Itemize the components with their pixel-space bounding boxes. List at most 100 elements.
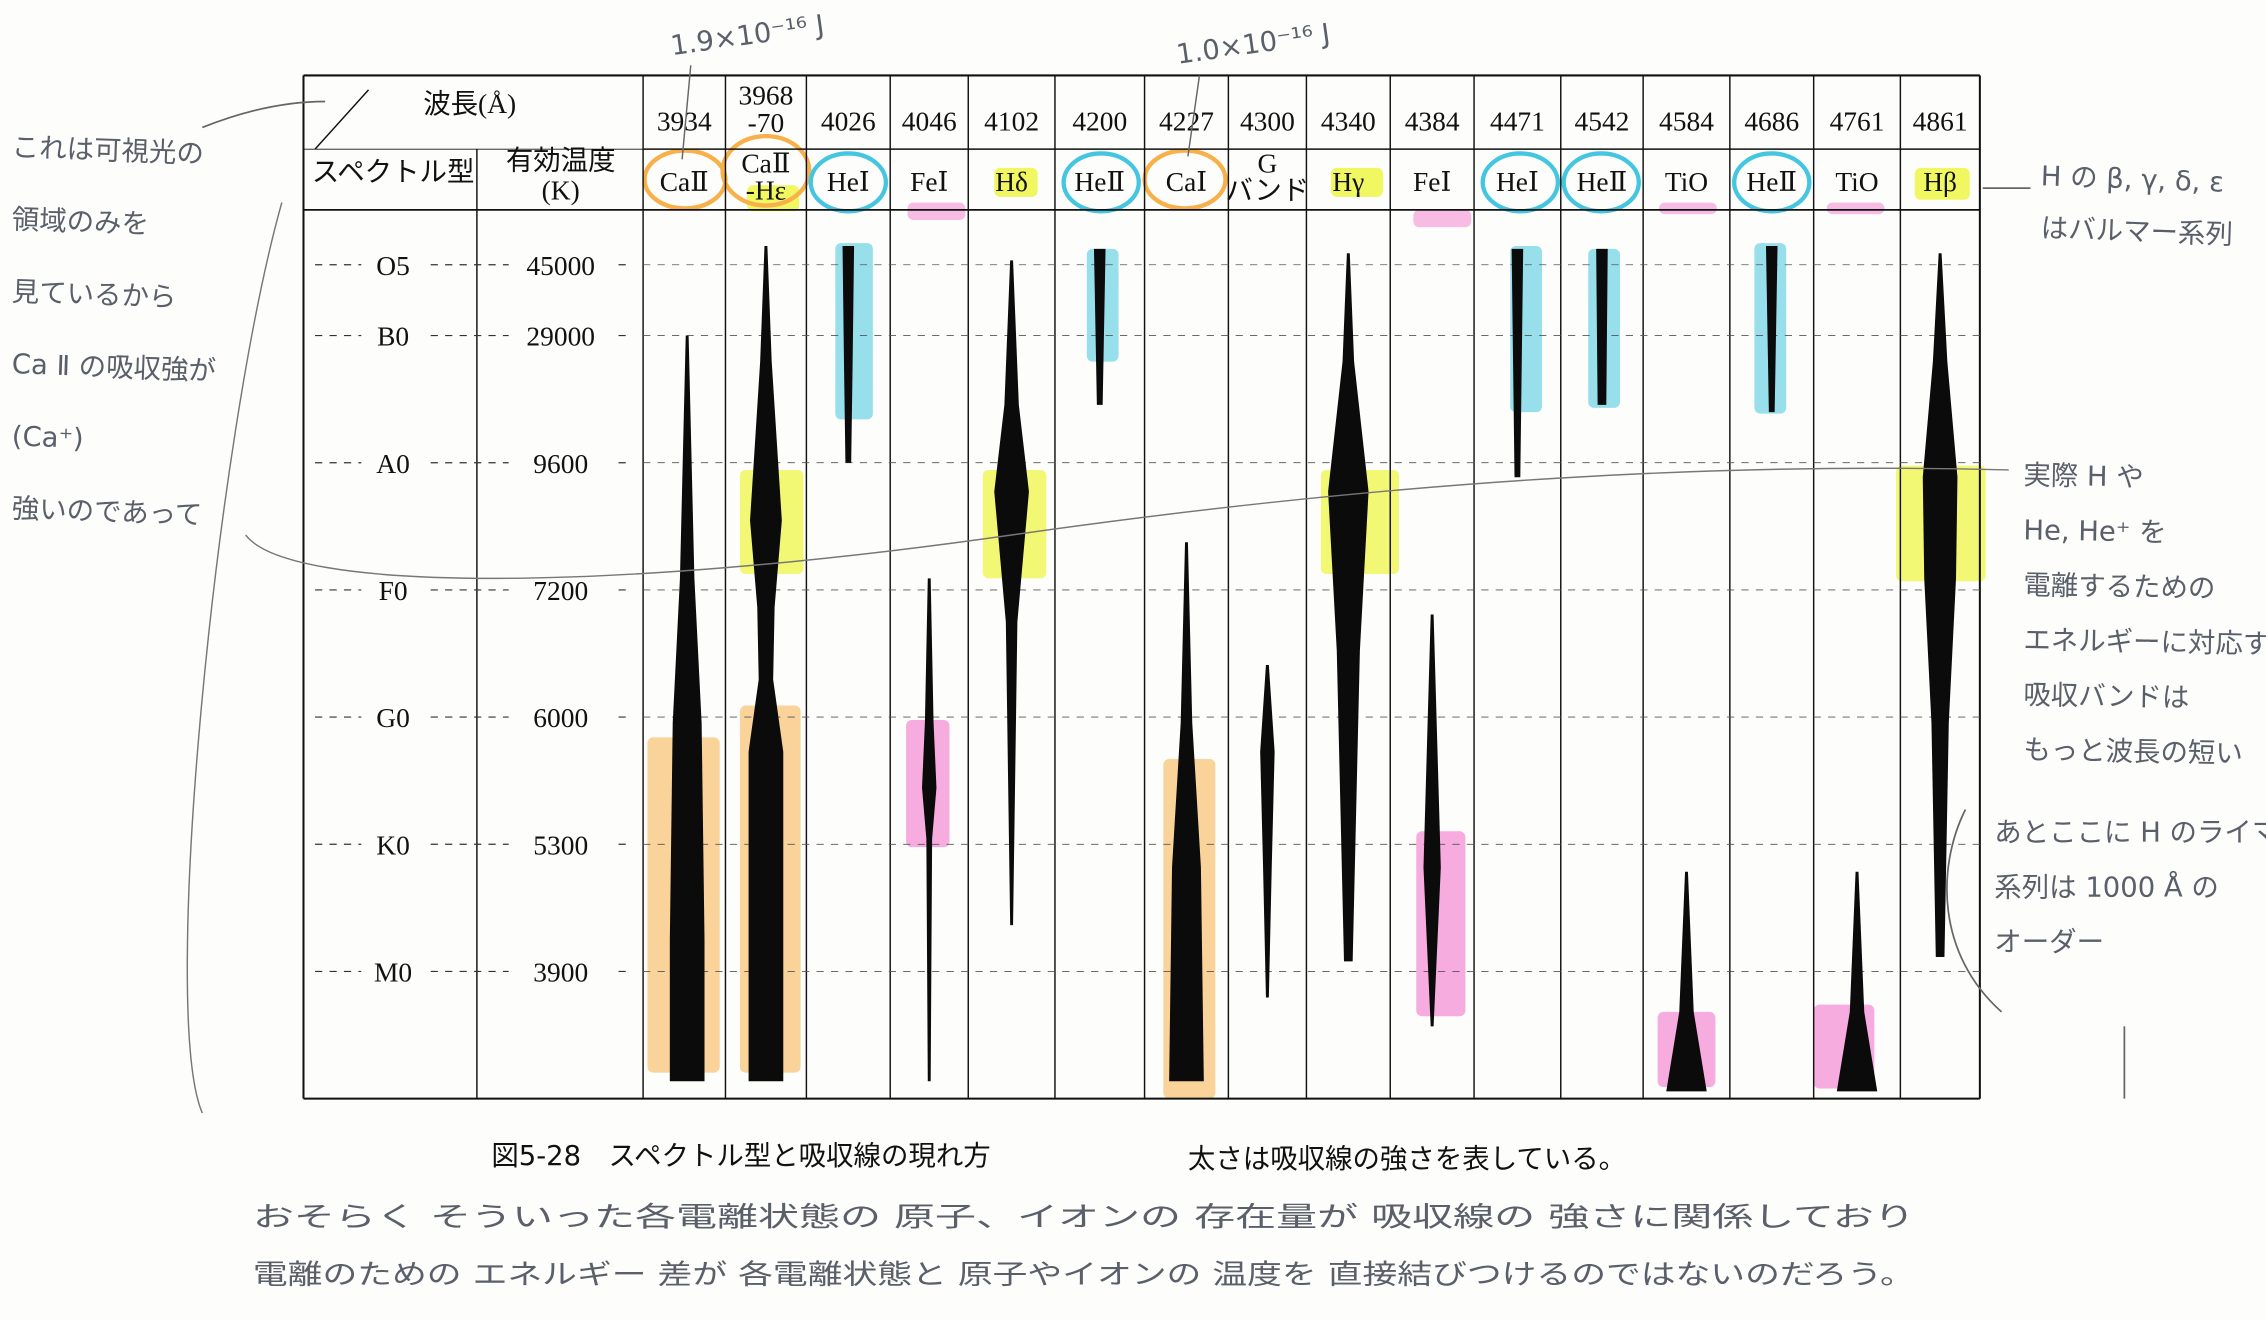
label-bg: [361, 826, 425, 862]
label-bg: [508, 247, 613, 283]
temperature: 6000: [533, 703, 588, 733]
species-label: Hδ: [995, 167, 1028, 197]
header-temperature: 有効温度: [506, 145, 616, 175]
handwritten-note: Ca Ⅱ の吸収強が: [11, 349, 216, 387]
highlight-ring: [1480, 151, 1561, 214]
wavelength-label: 4227: [1159, 106, 1214, 136]
header-wavelength: 波長(Å): [423, 89, 516, 119]
absorption-line: [1765, 245, 1778, 413]
wavelength-label: 4200: [1072, 106, 1127, 136]
label-bg: [508, 954, 613, 989]
species-label: CaⅡ: [741, 148, 790, 178]
handwritten-note: H の β, γ, δ, ε: [2040, 161, 2224, 198]
header-spectral-type: スペクトル型: [312, 157, 475, 187]
highlight: [1826, 202, 1885, 215]
spectral-type: O5: [376, 251, 410, 281]
handwritten-note: これは可視光の: [11, 132, 204, 170]
handwritten-note: 領域のみを: [11, 205, 149, 241]
spectral-type: B0: [377, 322, 409, 352]
temperature: 3900: [533, 958, 588, 988]
handwritten-note: エネルギーに対応する: [2023, 625, 2266, 661]
note-arrow: [245, 467, 2009, 580]
label-bg: [508, 826, 613, 862]
temperature: 5300: [533, 830, 588, 860]
handwritten-note: はバルマー系列: [2040, 213, 2233, 251]
highlight: [1914, 167, 1970, 200]
wavelength-label: 4102: [984, 106, 1039, 136]
handwritten-note: 電離のための エネルギー 差が 各電離状態と 原子やイオンの 温度を 直接結びつ…: [253, 1260, 1915, 1291]
handwritten-note: 実際 H や: [2023, 460, 2144, 493]
spectral-type: A0: [376, 449, 410, 479]
absorption-line: [1922, 253, 1958, 957]
wavelength-label: 4300: [1240, 106, 1295, 136]
label-bg: [361, 572, 425, 608]
species-label: HeⅡ: [1577, 167, 1628, 197]
species-label: HeⅠ: [827, 167, 870, 197]
spectral-type: M0: [374, 958, 412, 988]
label-bg: [361, 318, 425, 353]
spectral-type: G0: [376, 703, 410, 733]
species-label: HeⅡ: [1746, 167, 1797, 197]
highlight-ring: [1561, 151, 1641, 214]
species-label: -Hε: [746, 176, 786, 206]
highlight: [1659, 202, 1717, 215]
note-arrow: [201, 100, 326, 129]
highlight: [907, 202, 966, 220]
species-label: Hβ: [1923, 167, 1957, 197]
species-label: TiO: [1835, 167, 1878, 197]
absorption-line: [994, 260, 1029, 926]
handwritten-note: 系列は 1000 Å の: [1994, 871, 2219, 903]
label-bg: [508, 318, 613, 353]
header-temperature-unit: (K): [542, 176, 580, 206]
species-label: HeⅡ: [1074, 167, 1125, 197]
caption: 図5-28 スペクトル型と吸収線の現れ方 太さは吸収線の強さを表している。: [491, 1141, 1626, 1175]
handwritten-note: オーダー: [1994, 927, 2104, 958]
absorption-line: [1328, 253, 1369, 962]
wavelength-label: 4046: [902, 106, 957, 136]
highlight: [1330, 167, 1384, 197]
wavelength-label: 3968: [738, 80, 793, 110]
wavelength-label: 4861: [1913, 106, 1968, 136]
handwritten-note: おそらく そういった各電離状態の 原子、イオンの 存在量が 吸収線の 強さに関係…: [253, 1202, 1915, 1233]
note-arrow: [1187, 75, 1201, 157]
line-profiles: [669, 245, 1958, 1092]
label-bg: [361, 954, 425, 989]
highlight-ring: [808, 151, 889, 214]
absorption-line: [748, 245, 784, 1082]
caption-note: 太さは吸収線の強さを表している。: [1188, 1144, 1626, 1175]
wavelength-label: 4384: [1405, 106, 1460, 136]
wavelength-label: 4542: [1575, 106, 1630, 136]
highlight-ring: [1732, 151, 1812, 214]
absorption-line: [1836, 871, 1878, 1092]
handwritten-note: 吸収バンドは: [2023, 680, 2190, 714]
handwritten-note: もっと波長の短い: [2023, 735, 2243, 770]
caption-title: 図5-28 スペクトル型と吸収線の現れ方: [491, 1141, 990, 1172]
species-label: CaⅡ: [660, 167, 709, 197]
absorption-line: [1093, 248, 1106, 405]
highlight-ring: [1061, 151, 1141, 214]
wavelength-label: 4761: [1830, 106, 1885, 136]
highlight: [1413, 209, 1472, 228]
handwritten-note: 電離するための: [2023, 570, 2216, 604]
wavelength-label: 4686: [1744, 106, 1799, 136]
wavelength-label: 4471: [1490, 106, 1545, 136]
absorption-line: [1511, 248, 1524, 478]
label-bg: [361, 699, 425, 735]
handwritten-note: (Ca⁺): [11, 421, 84, 454]
label-bg: [361, 247, 425, 283]
handwritten-note: He, He⁺ を: [2023, 515, 2167, 548]
wavelength-label: -70: [748, 108, 785, 138]
highlight: [1416, 831, 1466, 1017]
species-label: Hγ: [1332, 167, 1364, 197]
label-bg: [508, 445, 613, 481]
highlight: [994, 167, 1038, 197]
handwritten-note: 見ているから: [11, 277, 177, 314]
handwritten-note: あとここに H のライマン: [1994, 817, 2266, 848]
note-arrow: [1946, 809, 2126, 1099]
species-label: バンド: [1226, 176, 1310, 206]
absorption-line: [1596, 248, 1608, 405]
wavelength-label: 4026: [821, 106, 876, 136]
